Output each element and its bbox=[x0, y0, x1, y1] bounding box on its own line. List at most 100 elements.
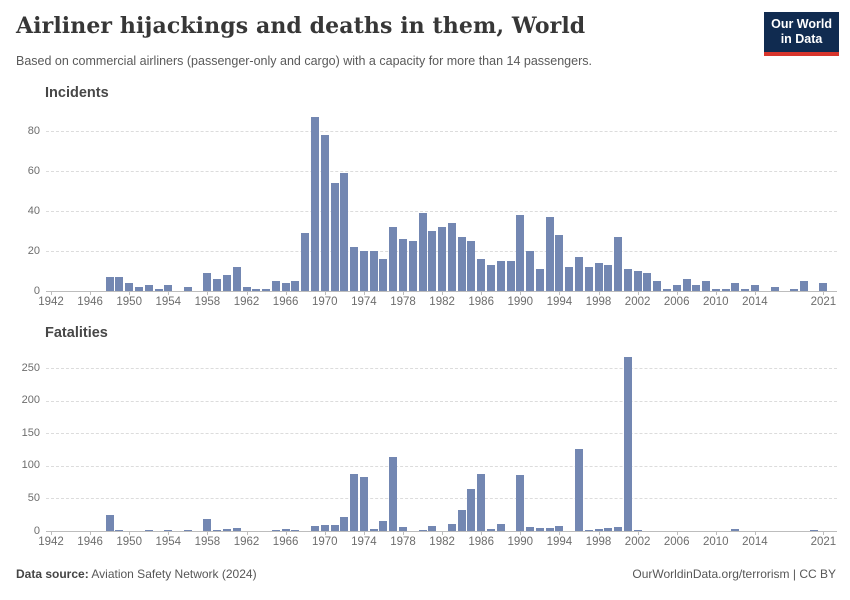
data-source-note: Data source: Aviation Safety Network (20… bbox=[16, 567, 257, 581]
x-tick-label-1986: 1986 bbox=[468, 536, 494, 548]
gridline-150 bbox=[46, 433, 837, 435]
bar-fatalities-1969 bbox=[311, 526, 319, 531]
x-tick-1998 bbox=[598, 291, 600, 295]
bar-fatalities-1956 bbox=[183, 530, 192, 531]
y-tick-label-0: 0 bbox=[33, 524, 40, 537]
x-tick-1990 bbox=[520, 531, 522, 535]
x-tick-label-1962: 1962 bbox=[233, 536, 260, 548]
page-subtitle: Based on commercial airliners (passenger… bbox=[16, 54, 592, 68]
bar-fatalities-1967 bbox=[291, 530, 300, 531]
bar-fatalities-2020 bbox=[809, 530, 818, 531]
owid-logo: Our World in Data bbox=[764, 12, 839, 56]
chart-heading-incidents: Incidents bbox=[45, 85, 109, 101]
bar-incidents-1961 bbox=[232, 267, 241, 291]
x-tick-1950 bbox=[129, 531, 131, 535]
bar-incidents-1983 bbox=[447, 223, 456, 291]
bar-incidents-1990 bbox=[516, 215, 525, 291]
x-tick-1954 bbox=[168, 531, 170, 535]
bar-fatalities-1997 bbox=[584, 530, 593, 531]
bar-incidents-1958 bbox=[203, 273, 212, 291]
bar-incidents-1975 bbox=[369, 251, 378, 291]
bar-incidents-1959 bbox=[213, 279, 222, 291]
x-tick-2010 bbox=[715, 531, 717, 535]
bar-incidents-2004 bbox=[653, 281, 662, 291]
bar-incidents-1964 bbox=[262, 289, 271, 291]
x-tick-label-1994: 1994 bbox=[546, 536, 573, 548]
bar-incidents-1968 bbox=[301, 233, 310, 291]
x-tick-1974 bbox=[363, 291, 365, 295]
bar-incidents-1950 bbox=[125, 283, 134, 291]
bar-fatalities-1954 bbox=[164, 530, 173, 531]
bar-incidents-1981 bbox=[428, 231, 437, 291]
bar-fatalities-1966 bbox=[281, 529, 290, 531]
x-tick-label-1958: 1958 bbox=[194, 296, 221, 308]
y-tick-label-60: 60 bbox=[27, 164, 40, 177]
bar-incidents-1971 bbox=[330, 183, 339, 291]
bar-incidents-1997 bbox=[584, 267, 593, 291]
x-tick-2006 bbox=[676, 531, 678, 535]
bar-fatalities-1952 bbox=[144, 530, 153, 531]
bar-incidents-1995 bbox=[565, 267, 574, 291]
x-tick-label-1962: 1962 bbox=[233, 296, 260, 308]
bar-incidents-1988 bbox=[496, 261, 505, 291]
gridline-50 bbox=[46, 498, 837, 500]
bar-fatalities-1972 bbox=[340, 517, 349, 531]
bar-fatalities-1949 bbox=[115, 530, 124, 531]
x-tick-label-1942: 1942 bbox=[38, 296, 64, 308]
bar-incidents-1973 bbox=[350, 247, 359, 291]
y-tick-label-40: 40 bbox=[27, 204, 40, 217]
y-tick-label-200: 200 bbox=[21, 394, 40, 407]
bar-incidents-1974 bbox=[359, 251, 368, 291]
x-tick-2021 bbox=[823, 531, 825, 535]
owid-logo-line1: Our World bbox=[771, 17, 832, 31]
bar-incidents-1948 bbox=[105, 277, 114, 291]
y-tick-label-100: 100 bbox=[21, 459, 40, 472]
bar-fatalities-1965 bbox=[271, 530, 280, 531]
x-tick-label-1986: 1986 bbox=[468, 296, 494, 308]
x-tick-1974 bbox=[363, 531, 365, 535]
bar-fatalities-1991 bbox=[526, 527, 535, 531]
x-tick-label-1974: 1974 bbox=[351, 296, 377, 308]
x-tick-label-1998: 1998 bbox=[585, 536, 612, 548]
bar-fatalities-1959 bbox=[213, 530, 222, 531]
bar-incidents-1967 bbox=[291, 281, 300, 291]
bar-fatalities-1996 bbox=[575, 449, 583, 531]
x-axis-line bbox=[46, 291, 837, 292]
x-tick-label-2006: 2006 bbox=[663, 536, 690, 548]
x-tick-label-1982: 1982 bbox=[429, 296, 455, 308]
bar-incidents-2008 bbox=[692, 285, 701, 291]
data-source-value: Aviation Safety Network (2024) bbox=[91, 567, 257, 581]
bar-fatalities-1981 bbox=[428, 526, 437, 531]
bar-incidents-2021 bbox=[819, 283, 828, 291]
bar-incidents-1989 bbox=[506, 261, 515, 291]
x-tick-label-1946: 1946 bbox=[77, 296, 103, 308]
x-tick-label-2002: 2002 bbox=[624, 296, 651, 308]
bar-incidents-2019 bbox=[799, 281, 808, 291]
x-tick-1966 bbox=[285, 531, 287, 535]
attribution-url: OurWorldinData.org/terrorism | CC BY bbox=[632, 567, 836, 581]
bar-fatalities-1988 bbox=[496, 524, 505, 531]
bar-incidents-1954 bbox=[164, 285, 173, 291]
bar-incidents-1963 bbox=[252, 289, 261, 291]
x-tick-label-2014: 2014 bbox=[742, 536, 768, 548]
bar-incidents-1991 bbox=[526, 251, 535, 291]
x-tick-label-1978: 1978 bbox=[390, 296, 416, 308]
bar-fatalities-1987 bbox=[487, 529, 495, 531]
bar-fatalities-1978 bbox=[399, 527, 407, 531]
bar-fatalities-1992 bbox=[535, 528, 544, 531]
bar-fatalities-1948 bbox=[105, 515, 114, 531]
bar-incidents-1956 bbox=[183, 287, 192, 291]
x-tick-2010 bbox=[715, 291, 717, 295]
bar-fatalities-1974 bbox=[359, 477, 368, 531]
x-tick-1966 bbox=[285, 291, 287, 295]
bar-incidents-2007 bbox=[682, 279, 691, 291]
x-tick-label-2002: 2002 bbox=[624, 536, 651, 548]
bar-incidents-2001 bbox=[623, 269, 632, 291]
x-tick-1990 bbox=[520, 291, 522, 295]
data-source-label: Data source: bbox=[16, 567, 89, 581]
bar-incidents-1994 bbox=[555, 235, 564, 291]
x-tick-1962 bbox=[246, 291, 248, 295]
x-tick-label-1942: 1942 bbox=[38, 536, 64, 548]
x-tick-label-1954: 1954 bbox=[155, 536, 182, 548]
bar-incidents-2002 bbox=[633, 271, 642, 291]
